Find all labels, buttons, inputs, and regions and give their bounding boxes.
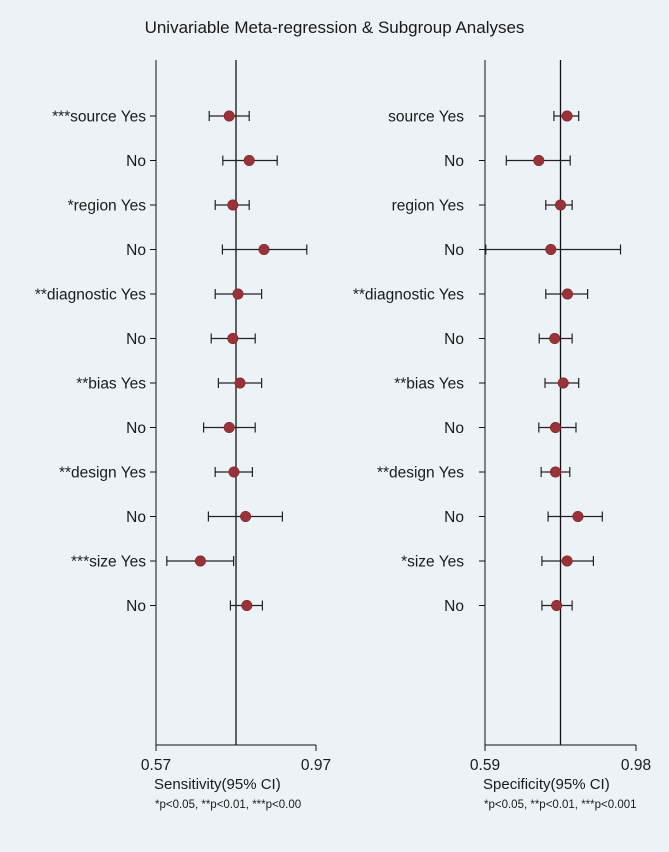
row-label: No [126,153,146,170]
row-label: No [444,242,464,259]
point-estimate [232,288,244,300]
chart-title: Univariable Meta-regression & Subgroup A… [144,18,525,37]
point-estimate [554,199,566,211]
point-estimate [223,421,235,433]
row-2: No [126,153,278,170]
row-7: **bias Yes [76,376,263,393]
row-label: source Yes [388,109,464,126]
x-tick-label: 0.57 [141,757,171,774]
row-label: No [126,598,146,615]
row-label: **design Yes [59,465,146,482]
row-label: ***size Yes [71,554,146,571]
row-label: No [444,153,464,170]
row-label: *region Yes [68,198,147,215]
row-label: No [126,509,146,526]
row-5: **diagnostic Yes [35,287,263,304]
point-estimate [258,244,270,256]
point-estimate [551,599,563,611]
row-12: No [444,598,573,615]
point-estimate [549,466,561,478]
point-estimate [228,466,240,478]
row-9: **design Yes [59,465,253,482]
row-10: No [444,509,603,526]
point-estimate [549,421,561,433]
row-8: No [126,420,256,437]
row-1: source Yes [388,109,580,126]
row-label: **bias Yes [394,376,464,393]
point-estimate [533,155,545,167]
row-label: No [444,331,464,348]
x-tick-label: 0.59 [470,757,500,774]
point-estimate [243,155,255,167]
row-4: No [126,242,308,259]
point-estimate [227,199,239,211]
point-estimate [572,510,584,522]
point-estimate [240,510,252,522]
x-axis-label: Sensitivity(95% CI) [154,776,281,793]
row-8: No [444,420,577,437]
point-estimate [549,332,561,344]
point-estimate [241,599,253,611]
significance-note: *p<0.05, **p<0.01, ***p<0.001 [484,799,637,811]
point-estimate [194,555,206,567]
row-11: ***size Yes [71,554,235,571]
x-tick-label: 0.98 [621,757,651,774]
row-label: No [126,331,146,348]
row-label: region Yes [392,198,465,215]
row-label: *size Yes [401,554,464,571]
point-estimate [561,288,573,300]
point-estimate [557,377,569,389]
row-4: No [444,242,622,259]
row-6: No [126,331,256,348]
panel-2: 0.59 0.98 Specificity(95% CI) *p<0.05, **p<… [353,60,651,811]
row-label: **bias Yes [76,376,146,393]
row-12: No [126,598,263,615]
row-label: No [126,242,146,259]
row-label: No [444,598,464,615]
row-10: No [126,509,283,526]
row-label: No [444,509,464,526]
row-7: **bias Yes [394,376,580,393]
panel-1: 0.57 0.97 Sensitivity(95% CI) *p<0.05, **p<… [35,60,331,811]
row-9: **design Yes [377,465,571,482]
row-label: ***source Yes [52,109,146,126]
row-11: *size Yes [401,554,595,571]
row-1: ***source Yes [52,109,250,126]
row-label: No [126,420,146,437]
row-3: *region Yes [68,198,250,215]
row-label: **diagnostic Yes [353,287,464,304]
x-tick-label: 0.97 [301,757,331,774]
row-6: No [444,331,573,348]
point-estimate [545,244,557,256]
point-estimate [561,110,573,122]
point-estimate [234,377,246,389]
x-axis-label: Specificity(95% CI) [483,776,610,793]
row-5: **diagnostic Yes [353,287,589,304]
row-label: **design Yes [377,465,464,482]
row-2: No [444,153,571,170]
significance-note: *p<0.05, **p<0.01, ***p<0.00 [155,799,301,811]
point-estimate [223,110,235,122]
point-estimate [227,332,239,344]
row-label: **diagnostic Yes [35,287,146,304]
row-label: No [444,420,464,437]
point-estimate [561,555,573,567]
row-3: region Yes [392,198,573,215]
